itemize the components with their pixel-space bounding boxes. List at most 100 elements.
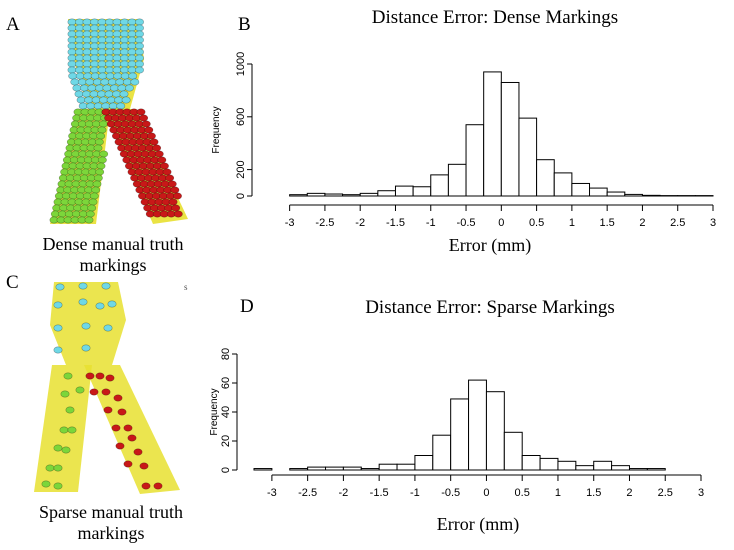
marker-dot [67, 54, 77, 62]
marker-dot [89, 24, 99, 32]
marker-dot [104, 66, 114, 74]
marker-dot [115, 442, 125, 450]
marker-dot [93, 102, 103, 110]
marker-dot [97, 24, 107, 32]
marker-dot [84, 216, 94, 224]
marker-dot [90, 72, 100, 80]
marker-dot [85, 372, 95, 380]
histogram-bar [468, 379, 487, 471]
marker-dot [59, 426, 69, 434]
marker-dot [85, 210, 95, 218]
histogram-bar [307, 466, 327, 471]
marker-dot [139, 462, 149, 470]
marker-dot [87, 84, 97, 92]
marker-dot [76, 96, 86, 104]
marker-dot [112, 90, 122, 98]
sparse-bifurcation-3d-render [34, 282, 180, 494]
xlabel-sparse: Error (mm) [436, 514, 520, 534]
histogram-bar [557, 460, 577, 471]
marker-dot [112, 24, 122, 32]
marker-dot [67, 18, 77, 26]
marker-dot [82, 54, 92, 62]
marker-dot [108, 102, 118, 110]
marker-dot [120, 42, 130, 50]
marker-dot [112, 30, 122, 38]
marker-dot [88, 198, 98, 206]
panel-letter-b: B [238, 14, 251, 35]
marker-dot [95, 302, 105, 310]
marker-dot [104, 60, 114, 68]
marker-dot [112, 18, 122, 26]
marker-dot [98, 72, 108, 80]
marker-dot [82, 36, 92, 44]
marker-dot [82, 30, 92, 38]
x-tick-label: -1 [410, 487, 420, 499]
y-tick-label: 200 [235, 160, 247, 178]
marker-dot [89, 36, 99, 44]
marker-dot [97, 48, 107, 56]
marker-dot [127, 24, 137, 32]
histogram-bar [342, 466, 362, 471]
histogram-bar [553, 172, 573, 197]
marker-dot [83, 72, 93, 80]
marker-dot [87, 204, 97, 212]
marker-dot [97, 42, 107, 50]
histogram-bar [450, 398, 470, 471]
marker-dot [154, 150, 164, 158]
marker-dot [74, 66, 84, 74]
x-tick-label: -2 [339, 487, 349, 499]
marker-dot [89, 30, 99, 38]
histogram-bar [412, 186, 432, 197]
marker-dot [99, 96, 109, 104]
x-tick-label: -0.5 [441, 487, 460, 499]
histogram-bar [325, 466, 344, 471]
histogram-bar [378, 463, 398, 471]
x-tick-label: 1.5 [600, 217, 615, 229]
marker-dot [127, 54, 137, 62]
marker-dot [89, 90, 99, 98]
marker-dot [104, 54, 114, 62]
dense-bifurcation-3d-render [49, 18, 188, 224]
marker-dot [81, 344, 91, 352]
marker-dot [82, 42, 92, 50]
marker-dot [82, 24, 92, 32]
x-tick-label: -3 [285, 217, 295, 229]
marker-dot [77, 78, 87, 86]
histogram-bar [360, 468, 380, 471]
marker-dot [130, 78, 140, 86]
marker-dot [67, 24, 77, 32]
marker-dot [120, 72, 130, 80]
marker-dot [104, 24, 114, 32]
marker-dot [167, 180, 177, 188]
marker-dot [89, 42, 99, 50]
marker-dot [136, 108, 146, 116]
marker-dot [72, 84, 82, 92]
stray-mark: s [184, 282, 188, 292]
marker-dot [122, 78, 132, 86]
marker-dot [97, 30, 107, 38]
marker-dot [104, 42, 114, 50]
marker-dot [91, 186, 101, 194]
marker-dot [89, 54, 99, 62]
histogram-dense: 0 200 600 1000 Frequency -3 -2.5 -2 -1.5 -1 -0.5 0 0… [211, 52, 716, 229]
marker-dot [112, 48, 122, 56]
y-tick-label: 0 [220, 467, 232, 473]
marker-dot [67, 48, 77, 56]
histogram-bar [611, 465, 630, 471]
marker-dot [124, 84, 134, 92]
marker-dot [82, 66, 92, 74]
marker-dot [104, 30, 114, 38]
x-tick-label: 2 [639, 217, 645, 229]
marker-dot [86, 102, 96, 110]
marker-dot [141, 120, 151, 128]
histogram-bar [485, 391, 505, 471]
marker-dot [97, 18, 107, 26]
marker-dot [170, 186, 180, 194]
marker-dot [172, 192, 182, 200]
marker-dot [127, 30, 137, 38]
marker-dot [128, 72, 138, 80]
marker-dot [107, 78, 117, 86]
histogram-bar [593, 460, 613, 471]
marker-dot [97, 66, 107, 74]
marker-dot [89, 48, 99, 56]
